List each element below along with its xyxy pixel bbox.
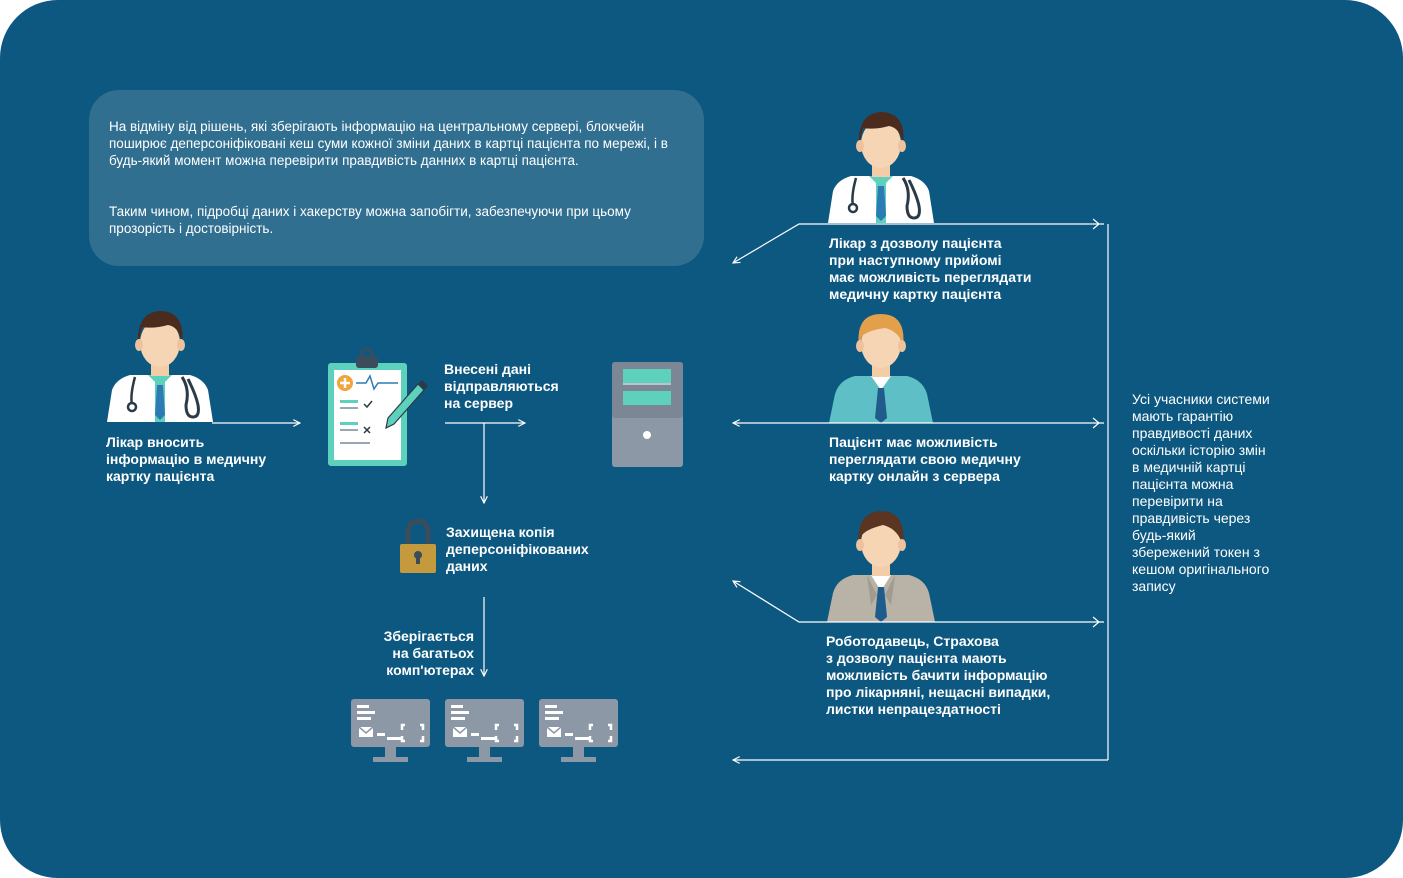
- bracket-tick-low: [1092, 616, 1100, 628]
- label-patient-views: Пацієнт має можливість переглядати свою …: [829, 434, 1021, 484]
- patient-icon: [829, 314, 933, 423]
- clipboard-icon: [328, 347, 428, 466]
- bracket-tick-mid: [1092, 417, 1100, 429]
- intro-paragraph-2: Таким чином, підробці даних і хакерству …: [109, 204, 631, 236]
- label-doctor-views: Лікар з дозволу пацієнта при наступному …: [829, 235, 1032, 302]
- computer-icon: [351, 699, 430, 762]
- doctor-icon: [107, 311, 213, 422]
- lock-icon: [400, 518, 436, 573]
- server-icon: [612, 362, 683, 467]
- computer-icon: [445, 699, 524, 762]
- arrow-to-doctor-view: [733, 223, 1104, 263]
- computer-icon: [539, 699, 618, 762]
- bracket-tick-top: [1092, 218, 1100, 230]
- intro-paragraph-1: На відміну від рішень, які зберігають ін…: [109, 119, 668, 168]
- label-employer-views: Роботодавець, Страхова з дозволу пацієнт…: [826, 633, 1051, 717]
- label-data-sent: Внесені дані відправляються на сервер: [444, 361, 559, 411]
- label-doctor-enters: Лікар вносить інформацію в медичну картк…: [106, 434, 267, 484]
- doctor-icon: [828, 112, 934, 223]
- label-protected-copy: Захищена копія деперсоніфікованих даних: [446, 524, 589, 574]
- employer-icon: [827, 511, 935, 622]
- guarantee-note: Усі учасники системи мають гарантію прав…: [1132, 391, 1270, 594]
- arrow-to-employer-view: [733, 581, 1104, 623]
- label-stored-many: Зберігається на багатьох комп'ютерах: [383, 628, 474, 678]
- intro-box: На відміну від рішень, які зберігають ін…: [89, 90, 704, 266]
